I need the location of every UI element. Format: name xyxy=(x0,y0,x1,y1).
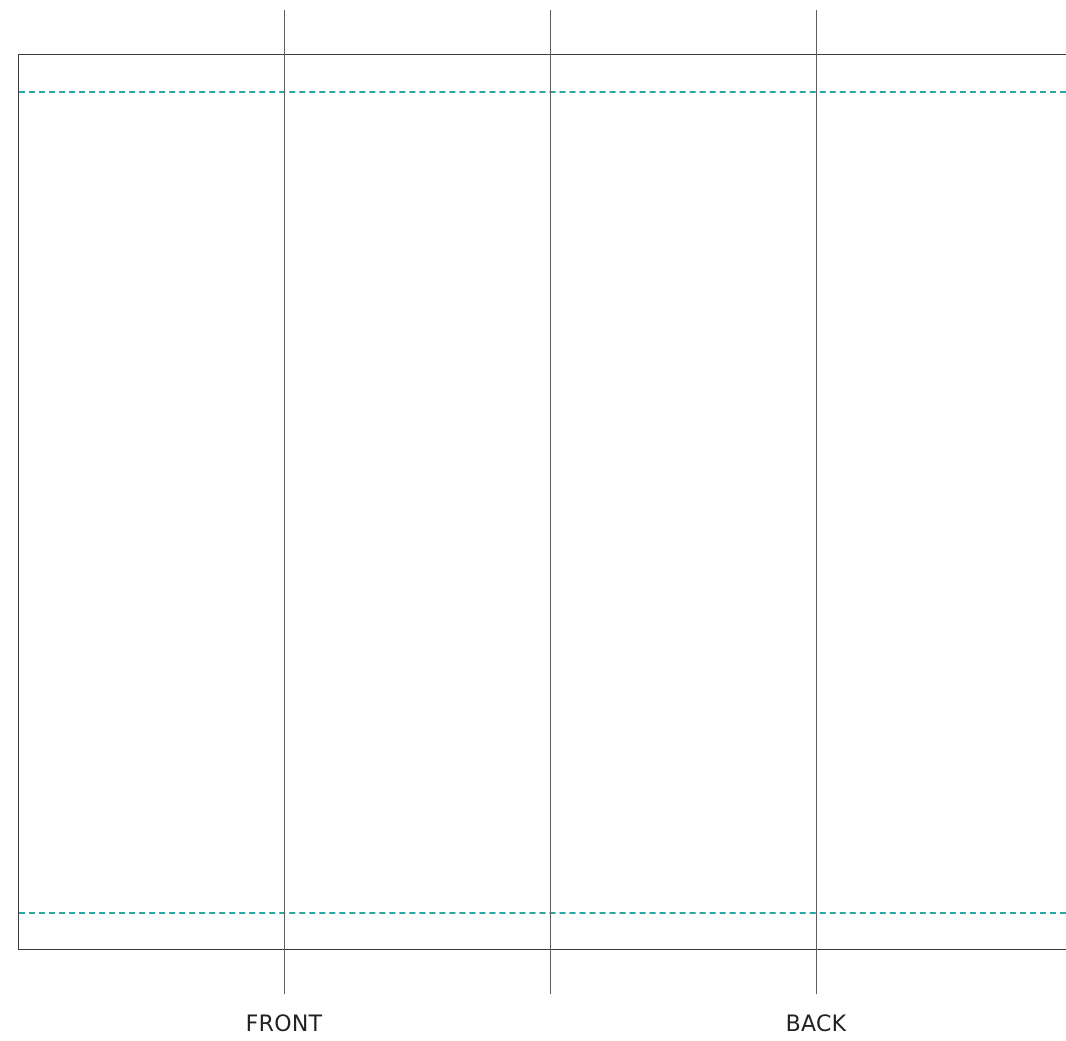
fold-line-3 xyxy=(816,10,817,994)
fold-line-1 xyxy=(284,10,285,994)
bleed-guide-top xyxy=(19,91,1066,93)
front-label: FRONT xyxy=(245,1012,323,1037)
bleed-guide-bottom xyxy=(19,912,1066,914)
back-label: BACK xyxy=(785,1012,847,1037)
trim-outline xyxy=(18,54,1066,950)
fold-line-2 xyxy=(550,10,551,994)
